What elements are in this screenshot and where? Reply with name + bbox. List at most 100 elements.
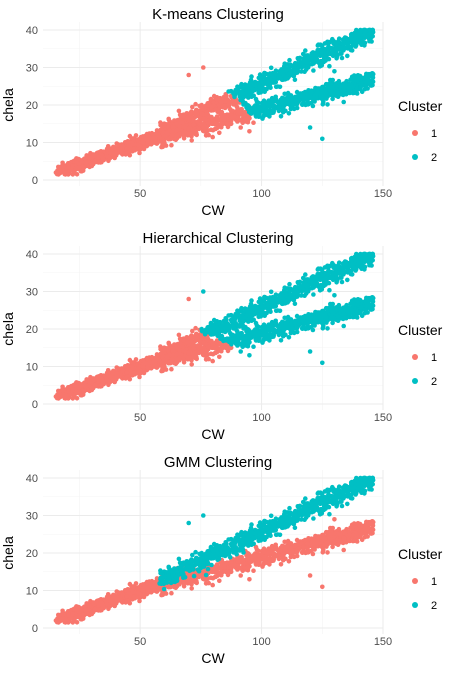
point-cluster-2	[363, 87, 368, 92]
point-cluster-1	[116, 142, 121, 147]
point-cluster-2	[230, 333, 235, 338]
point-cluster-1	[93, 159, 98, 164]
point-cluster-2	[301, 57, 306, 62]
point-cluster-2	[340, 280, 345, 285]
point-cluster-1	[186, 297, 191, 302]
point-cluster-2	[363, 257, 368, 262]
point-cluster-2	[269, 98, 274, 103]
point-cluster-2	[320, 361, 325, 366]
point-cluster-2	[295, 325, 300, 330]
point-cluster-2	[250, 108, 255, 113]
point-cluster-2	[345, 278, 350, 283]
point-cluster-1	[203, 129, 208, 134]
point-cluster-2	[284, 292, 289, 297]
point-cluster-2	[254, 321, 259, 326]
point-cluster-1	[186, 351, 191, 356]
point-cluster-1	[188, 111, 193, 116]
point-cluster-2	[278, 325, 283, 330]
point-cluster-2	[305, 317, 310, 322]
point-cluster-2	[368, 81, 373, 86]
point-cluster-1	[186, 73, 191, 78]
point-cluster-1	[203, 353, 208, 358]
point-cluster-2	[300, 102, 305, 107]
point-cluster-1	[120, 368, 125, 373]
point-cluster-2	[315, 92, 320, 97]
point-cluster-2	[370, 297, 375, 302]
point-cluster-2	[352, 297, 357, 302]
point-cluster-1	[206, 114, 211, 119]
point-cluster-2	[269, 322, 274, 327]
point-cluster-1	[199, 346, 204, 351]
point-cluster-2	[219, 324, 224, 329]
point-cluster-2	[287, 111, 292, 116]
point-cluster-1	[189, 339, 194, 344]
point-cluster-2	[321, 309, 326, 314]
point-cluster-1	[61, 388, 66, 393]
point-cluster-2	[321, 100, 326, 105]
point-cluster-1	[238, 125, 243, 130]
point-cluster-1	[178, 113, 183, 118]
point-cluster-1	[229, 122, 234, 127]
point-cluster-1	[123, 376, 128, 381]
point-cluster-2	[296, 56, 301, 61]
point-cluster-1	[166, 122, 171, 127]
y-tick-label: 10	[26, 138, 38, 150]
y-tick-label: 40	[26, 25, 38, 37]
point-cluster-2	[291, 103, 296, 108]
point-cluster-2	[292, 331, 297, 336]
point-cluster-2	[332, 69, 337, 74]
point-cluster-2	[270, 297, 275, 302]
point-cluster-2	[313, 86, 318, 91]
point-cluster-1	[111, 145, 116, 150]
point-cluster-2	[335, 314, 340, 319]
point-cluster-2	[338, 275, 343, 280]
point-cluster-2	[316, 42, 321, 47]
point-cluster-2	[318, 278, 323, 283]
legend-title: Cluster	[398, 322, 443, 338]
point-cluster-2	[305, 93, 310, 98]
x-tick-label: 100	[252, 412, 270, 424]
point-cluster-1	[154, 131, 159, 136]
point-cluster-2	[321, 319, 326, 324]
point-cluster-2	[342, 312, 347, 317]
point-cluster-2	[262, 312, 267, 317]
point-cluster-2	[247, 353, 252, 358]
point-cluster-2	[329, 313, 334, 318]
point-cluster-2	[248, 92, 253, 97]
point-cluster-2	[352, 315, 357, 320]
point-cluster-2	[351, 266, 356, 271]
point-cluster-2	[327, 288, 332, 293]
point-cluster-2	[309, 325, 314, 330]
point-cluster-2	[330, 78, 335, 83]
point-cluster-2	[260, 304, 265, 309]
x-tick-label: 50	[134, 412, 146, 424]
point-cluster-1	[206, 338, 211, 343]
point-cluster-2	[281, 110, 286, 115]
point-cluster-2	[322, 89, 327, 94]
point-cluster-1	[120, 144, 125, 149]
point-cluster-2	[323, 41, 328, 46]
point-cluster-1	[193, 129, 198, 134]
point-cluster-1	[91, 152, 96, 157]
point-cluster-2	[287, 296, 292, 301]
point-cluster-2	[274, 304, 279, 309]
point-cluster-2	[311, 68, 316, 73]
point-cluster-2	[311, 278, 316, 283]
point-cluster-2	[283, 100, 288, 105]
point-cluster-1	[220, 110, 225, 115]
legend-label-2: 2	[431, 376, 437, 388]
point-cluster-2	[218, 329, 223, 334]
point-cluster-2	[279, 114, 284, 119]
point-cluster-1	[187, 132, 192, 137]
point-cluster-2	[233, 92, 238, 97]
point-cluster-1	[151, 360, 156, 365]
point-cluster-2	[341, 269, 346, 274]
point-cluster-2	[335, 90, 340, 95]
point-cluster-1	[201, 340, 206, 345]
point-cluster-1	[123, 152, 128, 157]
point-cluster-2	[342, 88, 347, 93]
y-axis-label: chela	[0, 312, 16, 346]
